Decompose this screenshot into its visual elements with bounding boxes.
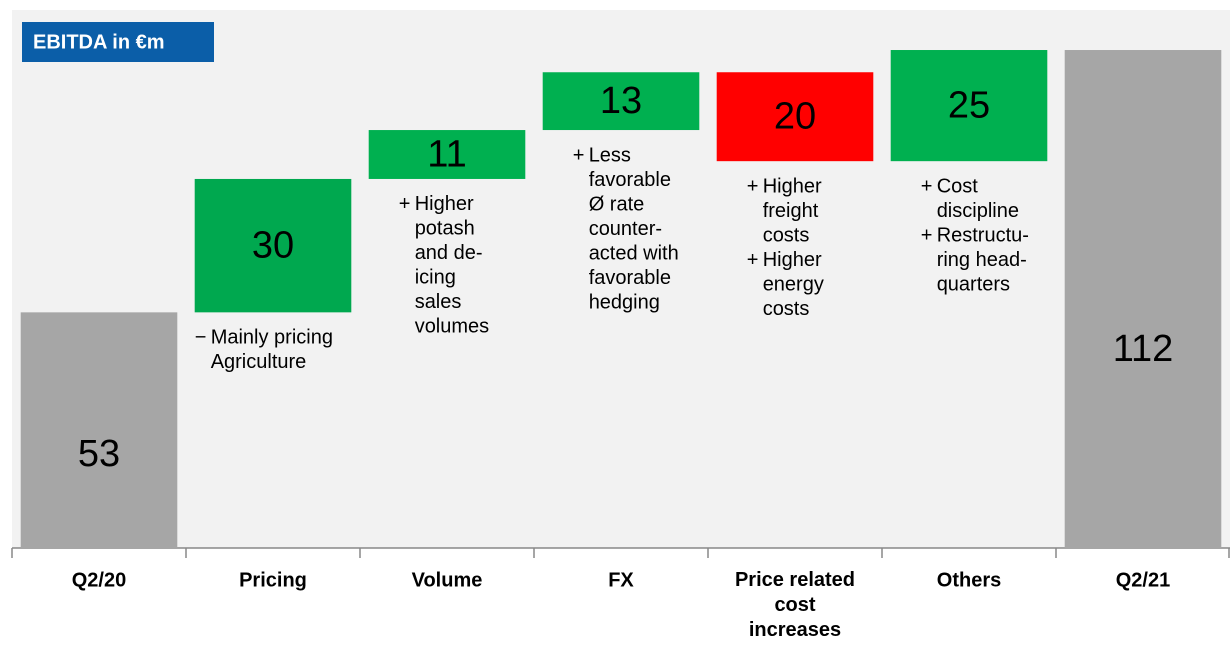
note-line: counter- <box>589 218 662 240</box>
note-line: discipline <box>937 200 1019 222</box>
x-tick-label: Q2/21 <box>1116 569 1170 591</box>
note-bullet: + <box>747 249 759 271</box>
value-label: 13 <box>600 80 642 122</box>
bar <box>194 178 352 313</box>
x-tick-label: Q2/20 <box>72 569 126 591</box>
note-line: costs <box>763 298 810 320</box>
note-line: hedging <box>589 291 660 313</box>
bar <box>1064 50 1222 548</box>
title-box <box>22 22 214 62</box>
x-tick-label: Volume <box>412 569 483 591</box>
x-tick-label: Price related cost increases <box>735 569 855 641</box>
bar <box>20 312 178 548</box>
note-line: Restructu- <box>937 224 1029 246</box>
note-line: Less <box>589 144 631 166</box>
note-bullet: + <box>921 224 933 246</box>
note-line: costs <box>763 224 810 246</box>
value-label: 30 <box>252 225 294 267</box>
note-line: Higher <box>763 249 822 271</box>
note-line: sales <box>415 291 462 313</box>
note-line: Higher <box>415 193 474 215</box>
note-line: Higher <box>763 175 822 197</box>
bar <box>542 72 700 131</box>
note-bullet: + <box>399 193 411 215</box>
note-line: Cost <box>937 175 979 197</box>
value-label: 53 <box>78 433 120 475</box>
x-tick-label: Pricing <box>239 569 307 591</box>
x-tick-label: Others <box>937 569 1001 591</box>
value-label: 11 <box>427 134 466 176</box>
note-line: freight <box>763 200 819 222</box>
note-line: favorable <box>589 267 671 289</box>
note-bullet: + <box>573 144 585 166</box>
note-bullet: − <box>195 327 207 349</box>
note-line: acted with <box>589 242 679 264</box>
note-line: volumes <box>415 316 489 338</box>
bar <box>368 130 526 179</box>
note-bullet: + <box>747 175 759 197</box>
value-label: 20 <box>774 96 816 138</box>
note-line: Mainly pricing <box>211 327 333 349</box>
note-line: favorable <box>589 169 671 191</box>
note-line: and de- <box>415 242 483 264</box>
value-label: 112 <box>1113 328 1174 370</box>
note-line: Agriculture <box>211 351 307 373</box>
x-tick-label: FX <box>608 569 634 591</box>
note-line: quarters <box>937 273 1010 295</box>
note-line: ring head- <box>937 249 1027 271</box>
bar <box>716 72 874 162</box>
note-line: potash <box>415 218 475 240</box>
note-bullet: + <box>921 175 933 197</box>
chart-title: EBITDA in €m <box>33 31 165 53</box>
bar <box>890 50 1048 162</box>
note-line: energy <box>763 273 824 295</box>
note-line: icing <box>415 267 456 289</box>
note-line: Ø rate <box>589 193 645 215</box>
value-label: 25 <box>948 85 990 127</box>
